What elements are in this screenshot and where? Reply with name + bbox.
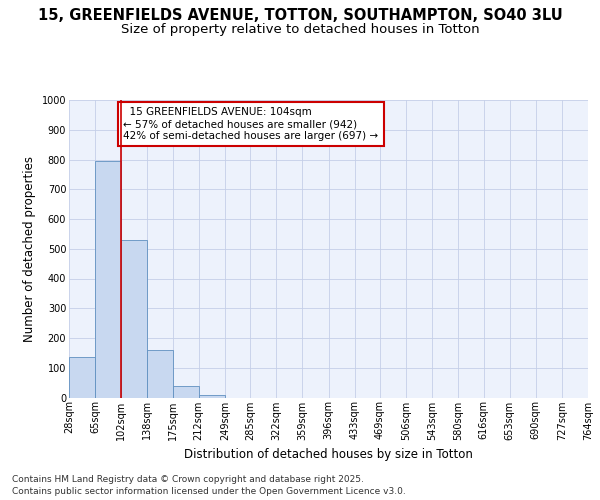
Bar [173,386,199,398]
Bar [121,240,146,398]
X-axis label: Distribution of detached houses by size in Totton: Distribution of detached houses by size … [184,448,473,461]
Text: Contains public sector information licensed under the Open Government Licence v3: Contains public sector information licen… [12,487,406,496]
Text: 15, GREENFIELDS AVENUE, TOTTON, SOUTHAMPTON, SO40 3LU: 15, GREENFIELDS AVENUE, TOTTON, SOUTHAMP… [38,8,562,22]
Text: Size of property relative to detached houses in Totton: Size of property relative to detached ho… [121,22,479,36]
Bar [69,358,95,398]
Bar [95,161,121,398]
Text: Contains HM Land Registry data © Crown copyright and database right 2025.: Contains HM Land Registry data © Crown c… [12,475,364,484]
Bar [146,350,173,398]
Y-axis label: Number of detached properties: Number of detached properties [23,156,36,342]
Bar [199,394,225,398]
Text: 15 GREENFIELDS AVENUE: 104sqm
← 57% of detached houses are smaller (942)
42% of : 15 GREENFIELDS AVENUE: 104sqm ← 57% of d… [123,108,379,140]
